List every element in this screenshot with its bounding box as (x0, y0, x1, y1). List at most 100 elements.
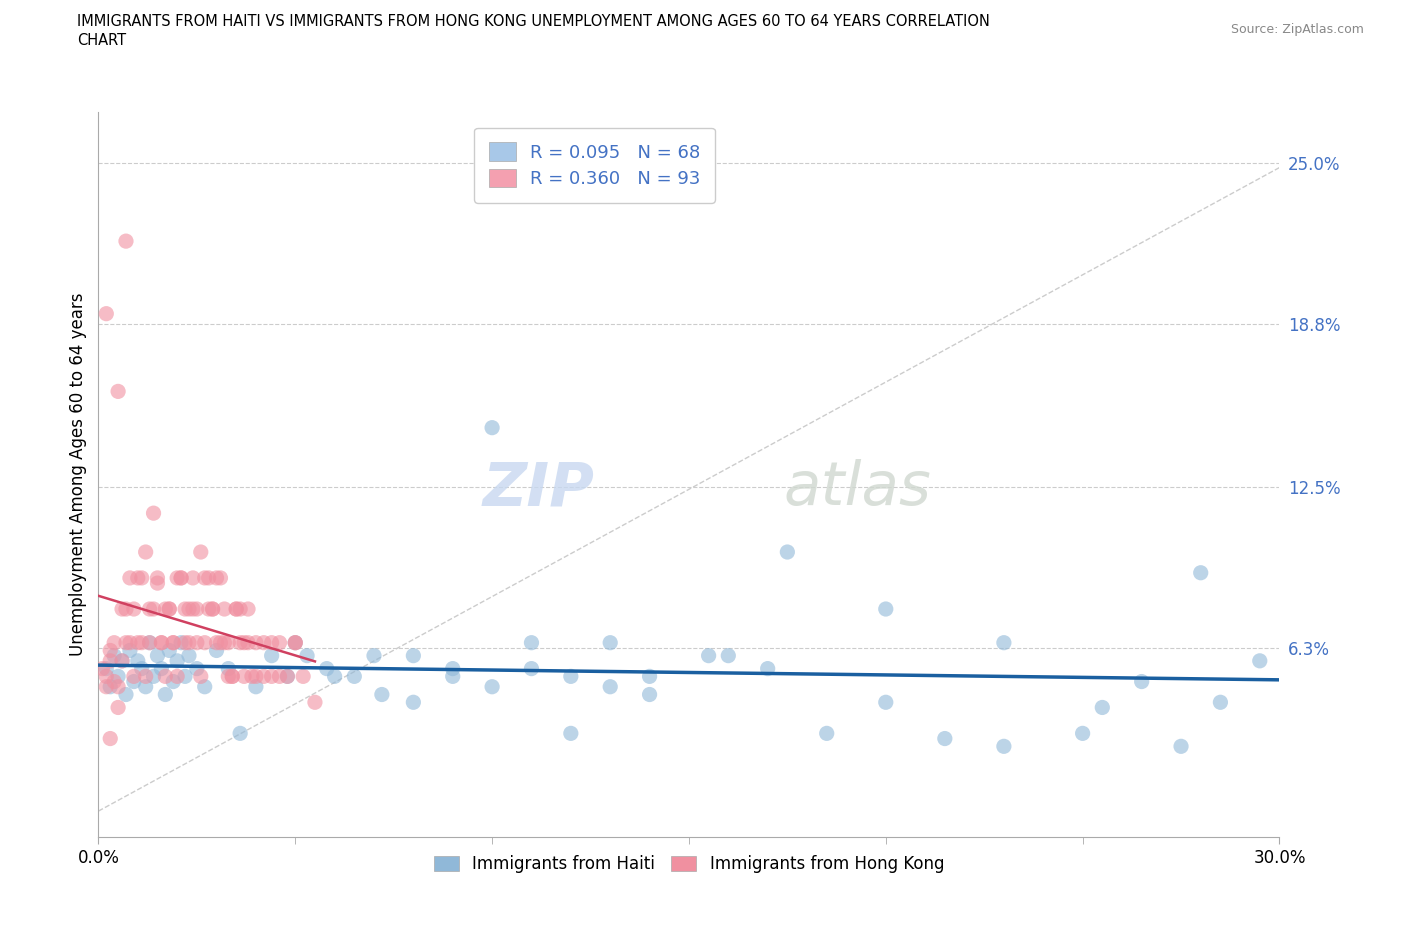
Point (111, 654, 134, 669)
Point (194, 570, 217, 585)
Text: CHART: CHART (77, 33, 127, 47)
Y-axis label: Unemployment Among Ages 60 to 64 years: Unemployment Among Ages 60 to 64 years (69, 293, 87, 656)
Point (98, 731, 121, 746)
Point (993, 738, 1015, 753)
Point (150, 635, 173, 650)
Point (343, 669, 366, 684)
Point (142, 669, 165, 684)
Point (214, 602, 236, 617)
Point (295, 648, 318, 663)
Point (225, 602, 247, 617)
Point (201, 602, 224, 617)
Point (276, 669, 298, 684)
Point (107, 679, 129, 694)
Point (190, 669, 212, 684)
Point (190, 545, 212, 560)
Point (107, 384, 129, 399)
Point (103, 635, 125, 650)
Point (363, 648, 385, 663)
Point (875, 695, 897, 710)
Point (98, 643, 121, 658)
Point (127, 570, 149, 585)
Point (236, 635, 259, 650)
Point (157, 602, 180, 617)
Point (1189, 565, 1212, 580)
Point (236, 602, 259, 617)
Point (233, 669, 256, 684)
Point (284, 635, 307, 650)
Point (560, 669, 582, 684)
Point (217, 635, 239, 650)
Point (245, 635, 267, 650)
Point (269, 635, 291, 650)
Point (111, 602, 134, 617)
Point (245, 669, 267, 684)
Point (107, 669, 129, 684)
Point (166, 669, 188, 684)
Point (142, 506, 165, 521)
Point (138, 602, 160, 617)
Point (225, 602, 247, 617)
Point (205, 643, 228, 658)
Point (229, 602, 252, 617)
Point (292, 669, 315, 684)
Point (96, 661, 118, 676)
Point (815, 726, 838, 741)
Point (1249, 654, 1271, 669)
Point (240, 669, 263, 684)
Point (221, 669, 243, 684)
Point (201, 602, 224, 617)
Point (177, 648, 200, 663)
Point (323, 669, 346, 684)
Point (131, 661, 153, 676)
Point (103, 674, 125, 689)
Point (135, 545, 157, 560)
Point (118, 643, 141, 658)
Point (186, 635, 208, 650)
Point (260, 669, 283, 684)
Point (197, 570, 219, 585)
Point (170, 635, 193, 650)
Point (135, 669, 157, 684)
Point (170, 570, 193, 585)
Point (993, 635, 1015, 650)
Point (209, 570, 232, 585)
Point (520, 635, 543, 650)
Point (520, 661, 543, 676)
Point (1130, 674, 1153, 689)
Point (304, 695, 326, 710)
Point (166, 570, 188, 585)
Point (560, 726, 582, 741)
Point (284, 635, 307, 650)
Point (638, 687, 661, 702)
Point (284, 635, 307, 650)
Point (122, 669, 145, 684)
Point (934, 731, 956, 746)
Point (138, 635, 160, 650)
Point (481, 679, 503, 694)
Point (194, 679, 217, 694)
Point (315, 661, 337, 676)
Point (96, 669, 118, 684)
Point (115, 233, 138, 248)
Text: ZIP: ZIP (482, 459, 595, 518)
Point (599, 679, 621, 694)
Point (717, 648, 740, 663)
Point (91, 661, 114, 676)
Point (217, 669, 239, 684)
Point (155, 669, 177, 684)
Point (181, 570, 204, 585)
Point (197, 602, 219, 617)
Point (118, 570, 141, 585)
Point (205, 570, 228, 585)
Point (146, 570, 169, 585)
Point (638, 669, 661, 684)
Point (174, 669, 197, 684)
Point (186, 661, 208, 676)
Text: atlas: atlas (783, 459, 931, 518)
Point (181, 602, 204, 617)
Point (174, 602, 197, 617)
Point (402, 648, 425, 663)
Point (194, 635, 217, 650)
Point (174, 635, 197, 650)
